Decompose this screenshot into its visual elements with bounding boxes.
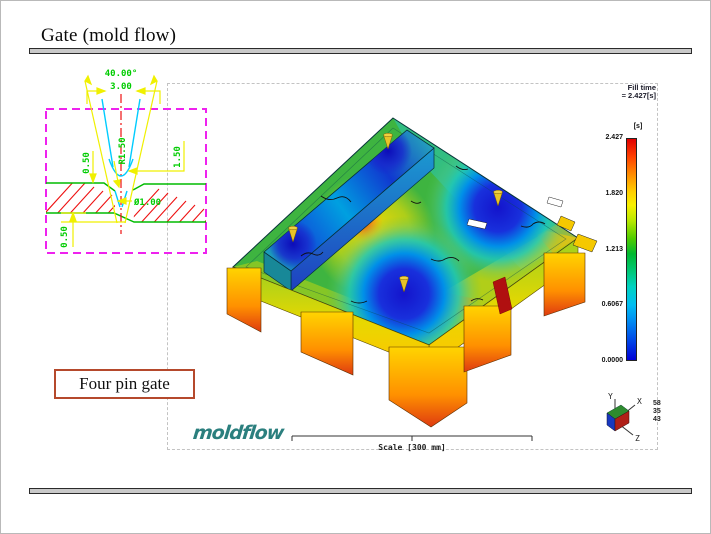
footer-rule [29, 488, 692, 494]
gate-pin-4 [399, 275, 409, 293]
moldflow-logo: moldflow [191, 422, 285, 444]
legend-tick-1: 1.820 [605, 190, 623, 197]
legend-tick-4: 0.0000 [601, 357, 623, 364]
cad-gate-drawing: 40.00° 3.00 R1.50 0.50 1.50 Ø1.00 0.50 [45, 69, 207, 254]
axis-triad: Y X Z [606, 392, 642, 443]
axis-values: 58 35 43 [653, 400, 661, 424]
gate-pin-3 [493, 189, 503, 207]
fill-time-value: = 2.427[s] [621, 91, 656, 100]
dim-land-left: 0.50 [82, 152, 92, 174]
scale-bar: Scale [300 mm] [291, 435, 533, 452]
pallet-feet [226, 252, 586, 428]
cad-dimension-texts: 40.00° 3.00 R1.50 0.50 1.50 Ø1.00 0.50 [60, 69, 183, 248]
legend-tick-0: 2.427 [605, 134, 623, 141]
pallet-red-rib [492, 276, 513, 315]
caption-box: Four pin gate [54, 369, 195, 399]
page-title: Gate (mold flow) [41, 25, 177, 46]
pallet-beam [263, 129, 435, 292]
axis-value: 58 [653, 400, 661, 407]
axis-label-z: Z [635, 434, 640, 443]
legend-tick-2: 1.213 [605, 246, 623, 253]
cad-mold-boundary [45, 108, 207, 254]
axis-value: 43 [653, 416, 661, 423]
cad-pin-profile [101, 98, 141, 208]
legend-colorbar [626, 138, 637, 361]
legend-tick-3: 0.6067 [601, 301, 623, 308]
pallet-render [226, 117, 598, 428]
scale-label: Scale [300 mm] [378, 443, 445, 452]
pallet-slots [466, 196, 598, 253]
dim-right: 1.50 [173, 146, 183, 168]
gate-pins [288, 132, 503, 293]
dim-radius: R1.50 [118, 137, 128, 164]
pallet-weld-lines [300, 165, 546, 304]
axis-label-x: X [637, 397, 642, 406]
dim-step-bottom: 0.50 [60, 226, 70, 248]
cad-hatch-left [46, 183, 115, 213]
legend-unit: [s] [633, 123, 643, 130]
title-rule [29, 48, 692, 54]
gate-pin-2 [288, 225, 298, 243]
dim-angle: 40.00° [105, 69, 138, 79]
gate-pin-1 [383, 132, 393, 150]
dim-diameter: Ø1.00 [133, 197, 161, 208]
fill-time-title: Fill time [627, 83, 656, 92]
dim-top-width: 3.00 [110, 82, 132, 92]
caption-label: Four pin gate [79, 374, 170, 393]
fill-time-header: Fill time = 2.427[s] [576, 84, 656, 100]
triad-cube-right [614, 410, 630, 432]
axis-value: 35 [653, 408, 661, 415]
cad-hatch-right [133, 188, 206, 222]
axis-label-y: Y [608, 392, 613, 401]
cad-dimension-lines [61, 74, 185, 247]
